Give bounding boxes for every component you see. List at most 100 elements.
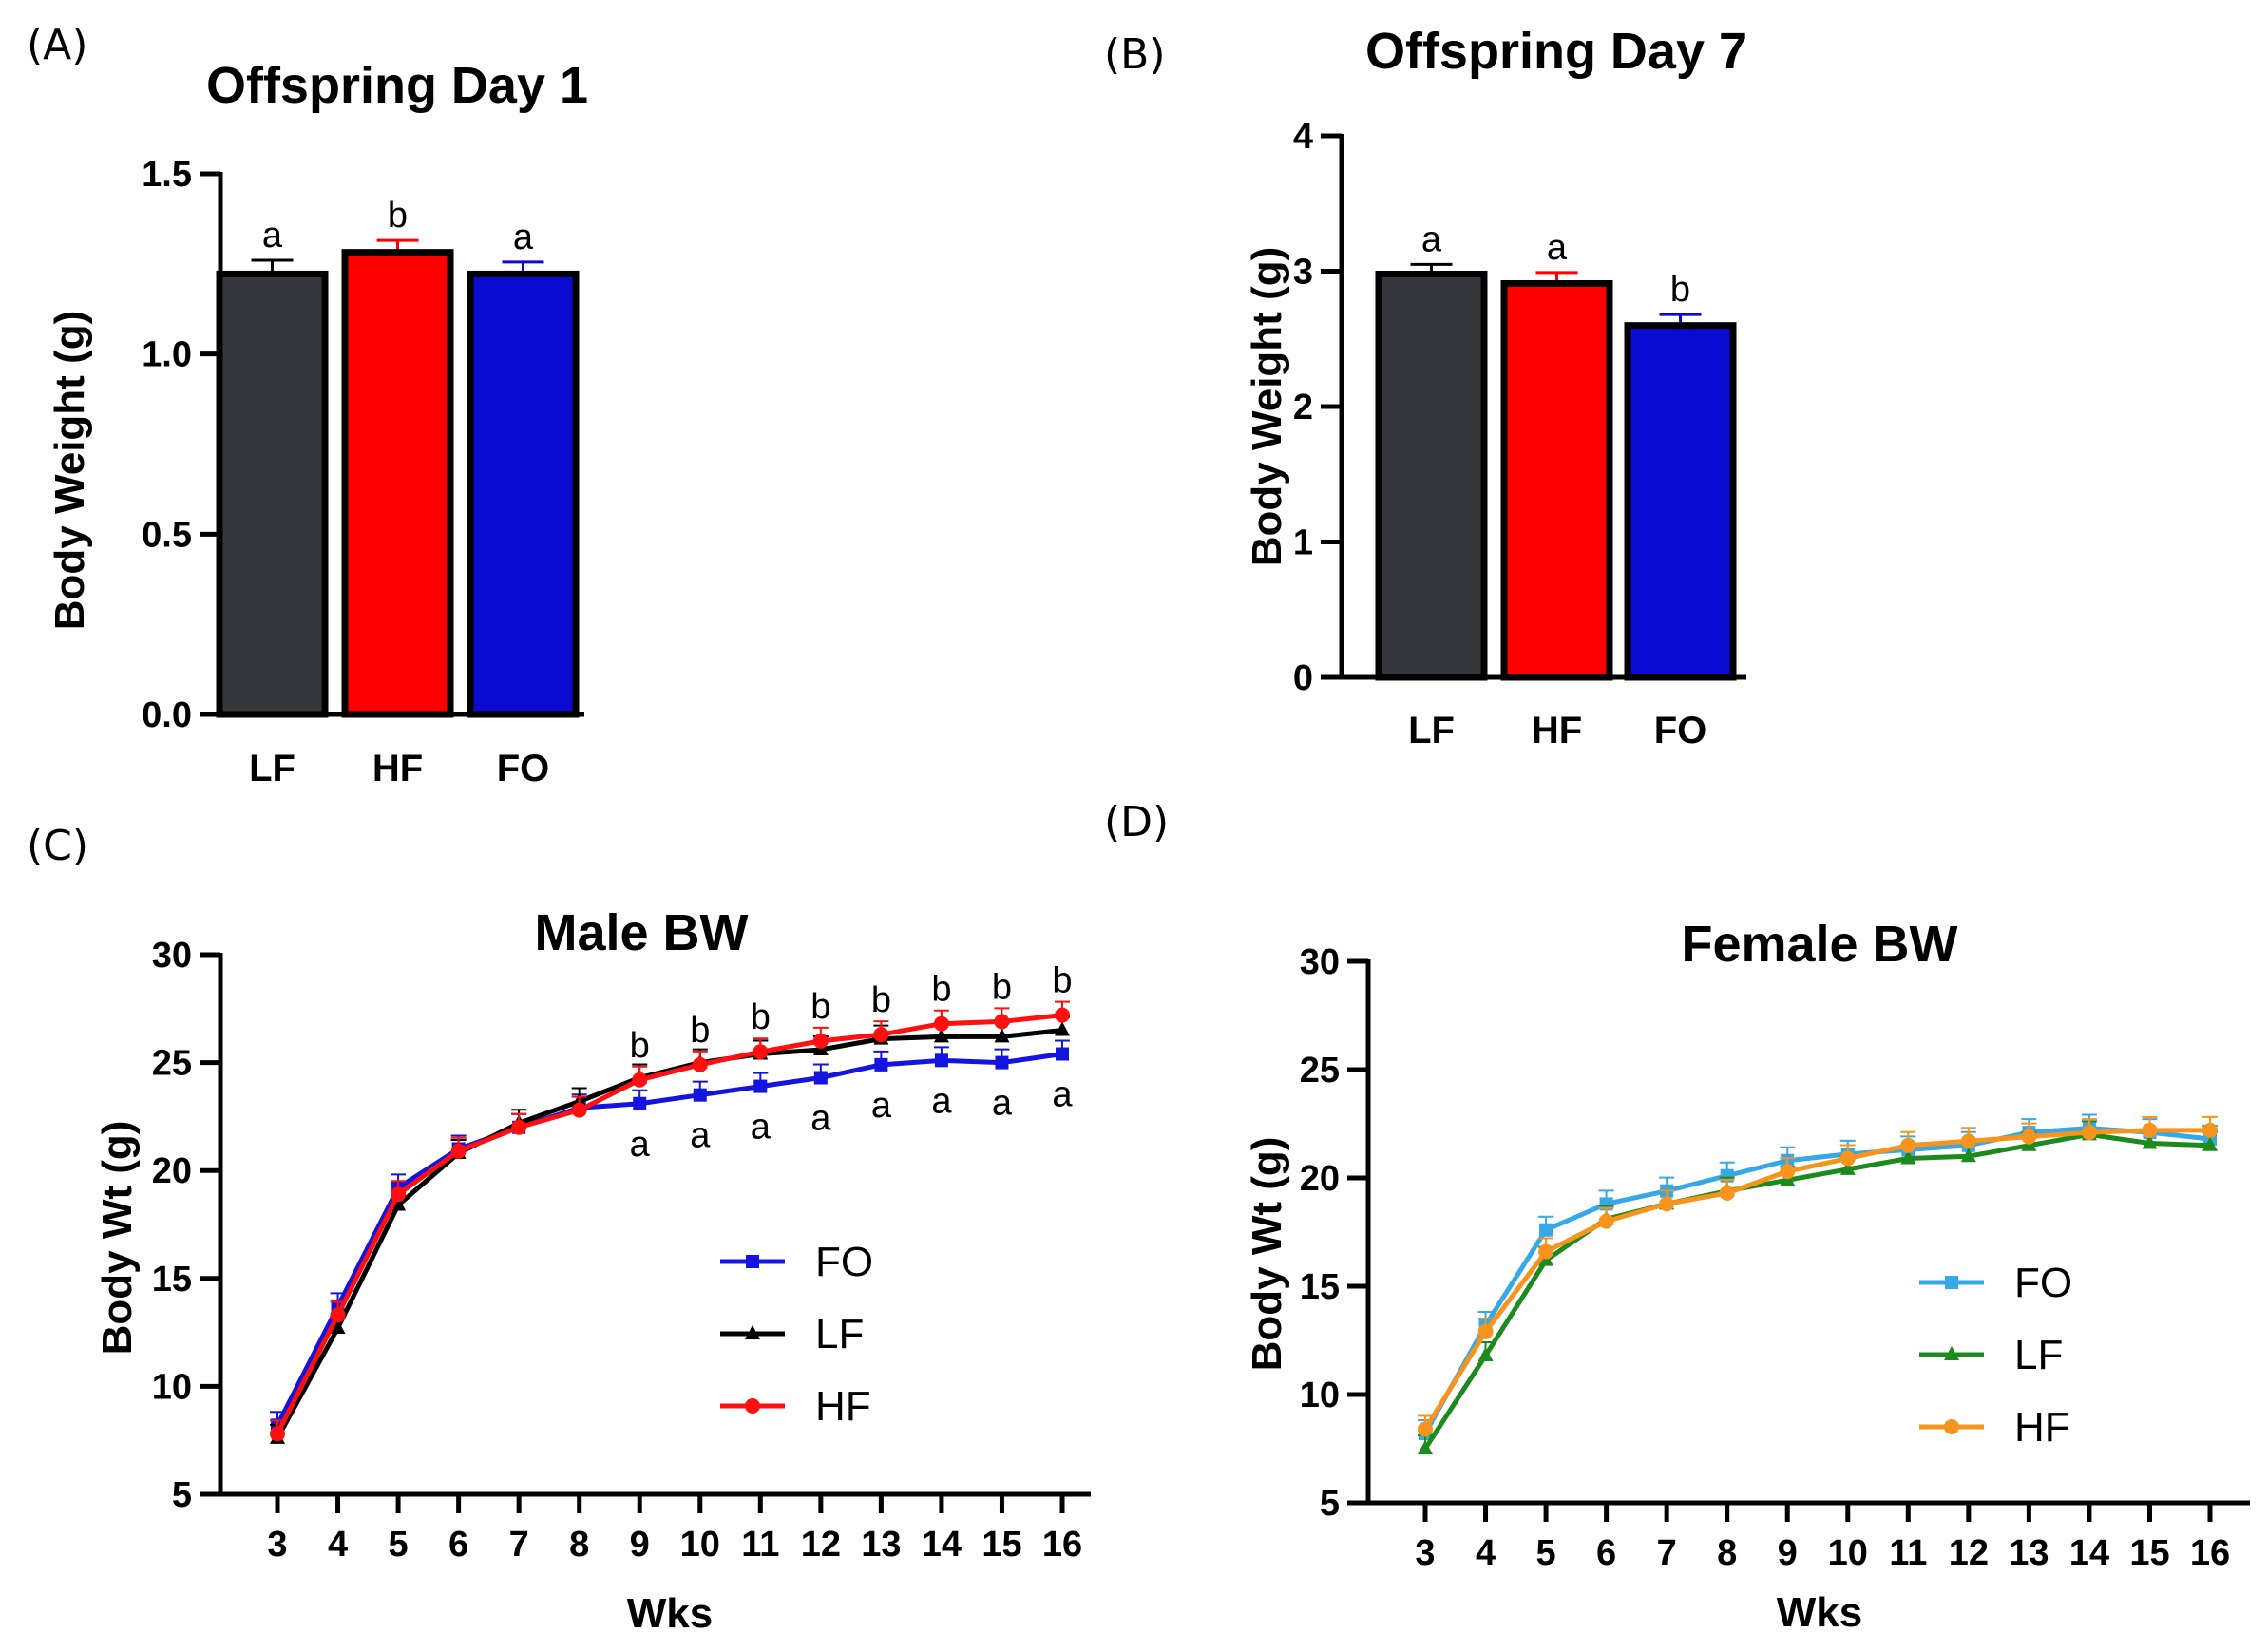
panel-d-point-hf <box>1719 1185 1735 1201</box>
panel-c-point-fo <box>633 1096 647 1110</box>
panel-a-y-tick-label: 0.5 <box>142 515 192 555</box>
panel-c-point-hf <box>632 1072 648 1088</box>
panel-b-label: (B) <box>1104 30 1166 79</box>
panel-b: (B) Offspring Day 7 Body Weight (g) 0 1 2 3… <box>1104 23 1747 751</box>
panel-d-y-tick-label: 15 <box>1300 1267 1340 1307</box>
panel-d-x-tick-label: 10 <box>1828 1533 1868 1573</box>
panel-d-legend-marker-lf <box>1944 1346 1959 1360</box>
panel-c-x-tick-label: 8 <box>569 1525 589 1565</box>
panel-d-point-hf <box>2202 1122 2218 1138</box>
panel-d-label: (D) <box>1104 798 1169 846</box>
panel-c-x-axis-label: Wks <box>627 1590 713 1637</box>
panel-c-x-tick-label: 10 <box>680 1525 720 1565</box>
panel-d-y-axis-label: Body Wt (g) <box>1244 1137 1290 1372</box>
panel-a-significance-label: a <box>513 218 534 257</box>
panel-d-x-tick-label: 9 <box>1778 1533 1798 1573</box>
panel-d-point-hf <box>1659 1196 1675 1212</box>
panel-c-point-lf <box>391 1196 407 1211</box>
panel-c-point-hf <box>994 1014 1010 1030</box>
panel-d-point-lf <box>1839 1160 1856 1175</box>
panel-a-y-tick-label: 0.0 <box>142 695 192 735</box>
panel-d-point-hf <box>2081 1125 2097 1141</box>
panel-c-x-tick-label: 3 <box>267 1525 287 1565</box>
panel-c-legend-label-hf: HF <box>815 1383 871 1430</box>
panel-d-series-lf <box>1422 1131 2211 1451</box>
panel-c-series-fo <box>275 1052 1063 1427</box>
panel-c-x-tick-label: 5 <box>389 1525 409 1565</box>
panel-d-point-lf <box>2142 1134 2158 1149</box>
panel-d-legend-label-hf: HF <box>2014 1404 2070 1451</box>
panel-b-y-tick-label: 1 <box>1293 523 1313 563</box>
panel-c-point-lf <box>330 1319 346 1335</box>
panel-c-series-hf <box>275 1013 1063 1435</box>
panel-d-x-tick-label: 13 <box>2009 1533 2049 1573</box>
panel-c-point-hf <box>753 1044 769 1060</box>
panel-a-significance-label: a <box>262 216 283 256</box>
panel-b-title: Offspring Day 7 <box>1365 23 1747 80</box>
panel-c-point-hf <box>571 1102 587 1118</box>
panel-d-point-lf <box>2202 1136 2218 1151</box>
panel-c-significance-upper: b <box>690 1011 710 1051</box>
panel-a-category-label: HF <box>372 748 423 789</box>
panel-b-significance-label: a <box>1421 219 1442 259</box>
panel-b-category-label: LF <box>1408 710 1455 751</box>
panel-c-point-lf <box>1055 1021 1070 1036</box>
panel-d-title: Female BW <box>1681 916 1957 973</box>
panel-d-point-hf <box>1839 1150 1856 1167</box>
panel-d-x-tick-label: 14 <box>2069 1533 2109 1573</box>
panel-c-label: (C) <box>27 822 88 870</box>
panel-d-y-tick-label: 10 <box>1300 1376 1340 1415</box>
panel-c-significance-lower: a <box>992 1084 1013 1124</box>
panel-d-y-tick-label: 30 <box>1300 942 1340 982</box>
panel-c-point-hf <box>1055 1007 1070 1023</box>
panel-a-title: Offspring Day 1 <box>206 57 588 114</box>
panel-c-significance-lower: a <box>751 1108 772 1148</box>
panel-c-y-tick-label: 20 <box>152 1151 192 1191</box>
panel-d-point-hf <box>2021 1129 2037 1145</box>
panel-c-significance-lower: a <box>690 1116 711 1156</box>
panel-c-legend-marker-hf <box>745 1398 760 1414</box>
panel-c-y-tick-label: 5 <box>172 1475 192 1515</box>
panel-c-x-tick-label: 14 <box>922 1525 962 1565</box>
panel-c: (C) Male BW Body Wt (g) Wks 5 10 15 20 25 30 3… <box>27 822 1091 1637</box>
panel-d-point-lf <box>1960 1148 1976 1163</box>
panel-c-x-tick-label: 6 <box>448 1525 468 1565</box>
panel-d-point-hf <box>2142 1122 2158 1138</box>
panel-c-point-hf <box>812 1033 829 1049</box>
panel-d-x-tick-label: 15 <box>2129 1533 2169 1573</box>
panel-c-point-fo <box>934 1053 948 1068</box>
panel-d-y-tick-label: 5 <box>1320 1484 1340 1524</box>
panel-d-point-fo <box>1539 1223 1553 1237</box>
panel-c-title: Male BW <box>534 904 748 961</box>
panel-c-point-lf <box>933 1028 949 1043</box>
panel-a-significance-label: b <box>388 196 408 236</box>
panel-c-legend-label-fo: FO <box>815 1239 873 1285</box>
panel-c-legend-label-lf: LF <box>815 1311 864 1357</box>
panel-c-point-fo <box>813 1071 828 1085</box>
panel-c-point-lf <box>994 1028 1010 1043</box>
panel-c-x-tick-label: 11 <box>741 1525 779 1565</box>
panel-c-significance-lower: a <box>1052 1075 1073 1115</box>
panel-c-y-tick-label: 30 <box>152 936 192 976</box>
panel-b-significance-label: b <box>1670 270 1690 310</box>
panel-c-point-hf <box>933 1015 949 1032</box>
panel-b-y-axis-label: Body Weight (g) <box>1244 247 1290 566</box>
panel-d-x-tick-label: 11 <box>1889 1533 1927 1573</box>
panel-b-category-label: FO <box>1654 710 1707 751</box>
panel-c-significance-upper: b <box>871 980 891 1020</box>
panel-c-point-hf <box>270 1426 285 1442</box>
panel-d-point-lf <box>1900 1149 1916 1165</box>
panel-d-point-hf <box>1900 1137 1916 1153</box>
panel-c-point-fo <box>995 1055 1009 1070</box>
panel-b-y-tick-label: 2 <box>1293 388 1313 427</box>
panel-d-point-lf <box>1418 1440 1433 1454</box>
panel-c-point-hf <box>511 1119 527 1135</box>
panel-b-y-tick-label: 4 <box>1293 117 1313 157</box>
panel-a: (A) Offspring Day 1 Body Weight (g) 0.0 0… <box>27 21 588 789</box>
panel-c-point-fo <box>874 1057 888 1072</box>
panel-c-significance-upper: b <box>992 967 1012 1007</box>
panel-d-x-tick-label: 4 <box>1476 1533 1496 1573</box>
panel-d-point-hf <box>1960 1133 1976 1149</box>
panel-c-y-tick-label: 15 <box>152 1260 192 1300</box>
panel-a-category-label: FO <box>497 748 550 789</box>
